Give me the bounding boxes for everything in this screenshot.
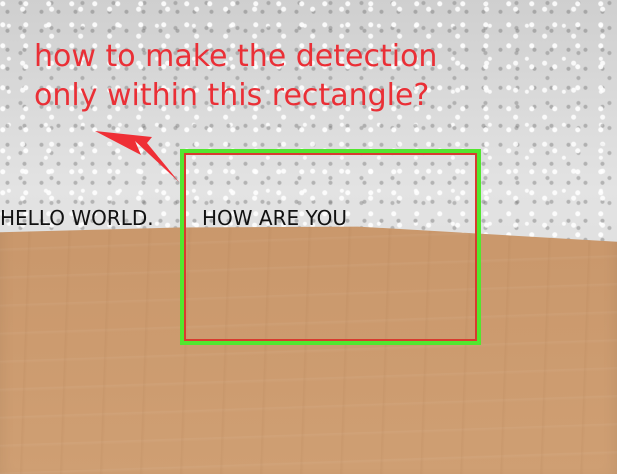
question-annotation: how to make the detection only within th… bbox=[34, 37, 437, 115]
hello-world-text: HELLO WORLD. bbox=[0, 206, 154, 230]
how-are-you-text: HOW ARE YOU bbox=[202, 206, 347, 230]
red-detection-rectangle bbox=[184, 153, 477, 341]
annotation-line-1: how to make the detection bbox=[34, 39, 438, 74]
green-selection-rectangle bbox=[180, 149, 481, 345]
annotation-line-2: only within this rectangle? bbox=[34, 78, 430, 113]
